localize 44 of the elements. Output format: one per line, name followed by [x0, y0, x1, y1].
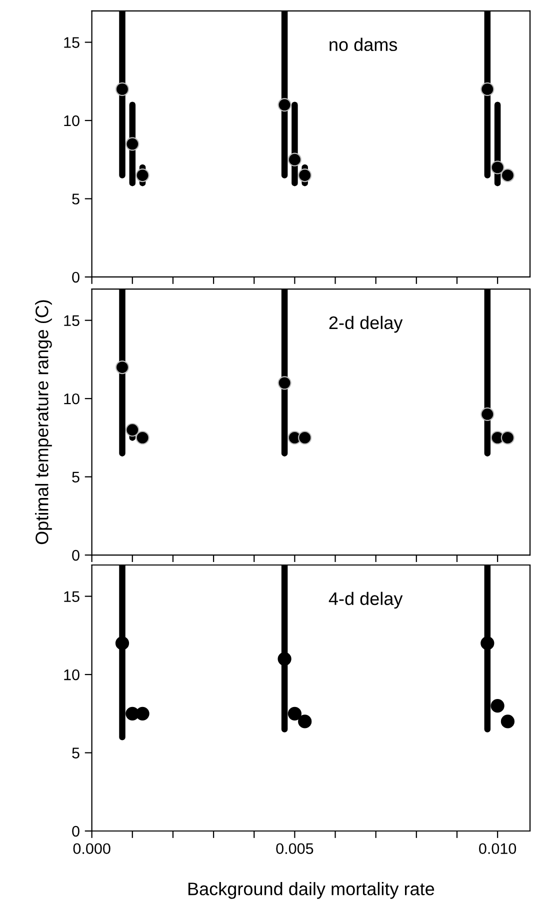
point: [278, 376, 292, 390]
annotation: no dams: [330, 38, 398, 52]
x-tick-label: 0.010: [479, 843, 516, 854]
point: [298, 714, 312, 728]
point: [500, 168, 515, 182]
point: [126, 423, 140, 437]
point: [480, 82, 494, 96]
point: [298, 168, 312, 182]
point: [500, 714, 515, 728]
y-tick-label: 15: [64, 37, 80, 48]
y-tick-label: 0: [72, 550, 80, 561]
y-tick-label: 5: [72, 748, 80, 758]
point: [500, 430, 515, 444]
y-tick-label: 0: [72, 272, 80, 283]
point: [115, 360, 130, 374]
y-tick-label: 10: [64, 393, 80, 404]
point: [136, 706, 150, 720]
y-tick-label: 5: [72, 472, 80, 482]
point: [490, 699, 504, 713]
point: [115, 636, 130, 650]
x-axis-title: Background daily mortality rate: [188, 882, 434, 899]
y-tick-label: 15: [64, 315, 80, 326]
y-axis-title: Optimal temperature range (C): [35, 300, 52, 544]
point: [480, 407, 494, 422]
y-tick-label: 10: [64, 115, 80, 126]
point: [278, 98, 292, 112]
annotation: 2-d delay: [329, 316, 403, 333]
point: [490, 160, 504, 174]
y-tick-label: 0: [72, 826, 80, 837]
annotation: 4-d delay: [328, 592, 403, 609]
y-tick-label: 10: [64, 669, 80, 680]
point: [298, 430, 312, 444]
point: [126, 137, 140, 151]
y-tick-label: 15: [64, 591, 80, 602]
y-tick-label: 5: [72, 194, 80, 204]
point: [278, 652, 292, 666]
point: [136, 168, 150, 182]
point: [115, 82, 130, 96]
point: [480, 636, 494, 650]
x-tick-label: 0.000: [73, 843, 110, 854]
point: [136, 430, 150, 444]
x-tick-label: 0.005: [276, 843, 314, 854]
point: [288, 152, 302, 166]
point: [288, 706, 302, 720]
